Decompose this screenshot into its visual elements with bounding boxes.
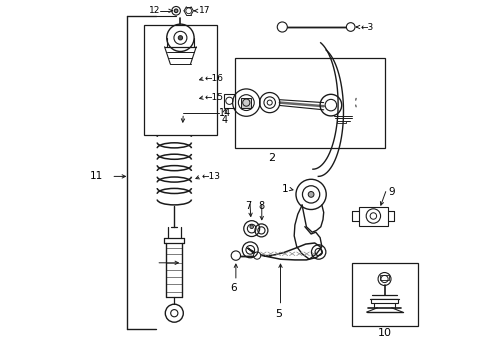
Text: ←15: ←15 bbox=[204, 93, 224, 102]
Circle shape bbox=[253, 252, 260, 259]
Text: 4: 4 bbox=[221, 115, 227, 125]
Text: ←13: ←13 bbox=[201, 172, 220, 181]
Text: 17: 17 bbox=[199, 6, 210, 15]
Bar bbox=[379, 275, 388, 280]
Bar bbox=[235, 58, 384, 148]
Circle shape bbox=[178, 36, 182, 40]
Bar bbox=[370, 299, 397, 303]
Text: 9: 9 bbox=[388, 187, 395, 197]
Bar bbox=[337, 121, 346, 123]
Text: ←16: ←16 bbox=[204, 74, 224, 83]
Text: 10: 10 bbox=[377, 328, 391, 338]
Text: 1: 1 bbox=[281, 184, 288, 194]
Circle shape bbox=[231, 251, 240, 260]
Bar bbox=[358, 207, 387, 226]
Text: 6: 6 bbox=[230, 283, 237, 293]
Bar bbox=[143, 25, 217, 135]
Circle shape bbox=[346, 23, 354, 31]
Text: 11: 11 bbox=[89, 171, 102, 181]
Text: 5: 5 bbox=[275, 309, 282, 319]
Circle shape bbox=[249, 225, 253, 229]
Text: 2: 2 bbox=[267, 153, 274, 163]
Text: ←3: ←3 bbox=[360, 23, 373, 32]
Text: 7: 7 bbox=[244, 201, 251, 211]
Bar bbox=[223, 94, 235, 108]
Text: 14: 14 bbox=[219, 108, 231, 118]
Text: 12: 12 bbox=[148, 6, 160, 15]
Circle shape bbox=[307, 192, 313, 197]
Bar bbox=[241, 98, 251, 108]
Circle shape bbox=[277, 22, 287, 32]
Bar bbox=[351, 263, 418, 326]
Circle shape bbox=[174, 9, 178, 13]
Text: 8: 8 bbox=[258, 201, 264, 211]
